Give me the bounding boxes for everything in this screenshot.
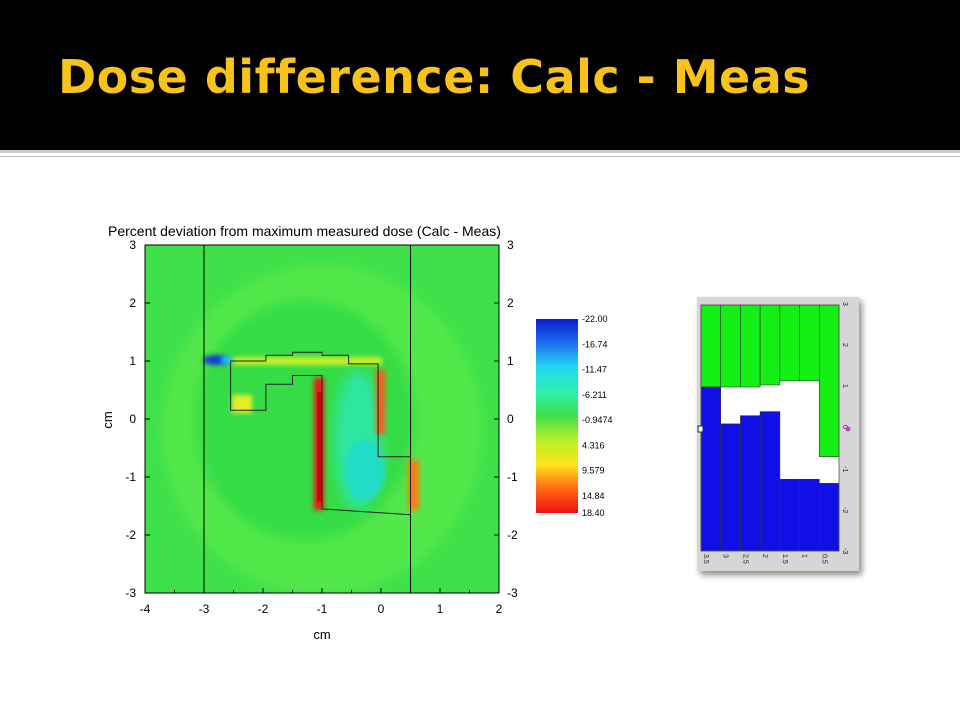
mlc-leaves [700, 304, 840, 552]
y-tick-label: 0 [129, 412, 136, 426]
mlc-right-marker [845, 426, 851, 432]
x-minor-ticks [174, 590, 470, 593]
y-tick-label: -3 [125, 586, 136, 600]
low-region-2 [345, 440, 385, 500]
mlc-x-ticks: 3.5 3 2.5 2 1.5 1 0.5 [702, 554, 827, 564]
right-y-tick-label: -3 [507, 586, 518, 600]
colorbar-label: -22.00 [582, 314, 608, 324]
colorbar-label: 4.316 [582, 440, 605, 450]
x-tick-label: 1 [437, 602, 444, 616]
mlc-lower-leaf [818, 483, 840, 552]
mlc-x-tick-label: 1.5 [781, 554, 788, 564]
slide-title: Dose difference: Calc - Meas [58, 50, 811, 104]
colorbar-labels: -22.00 -16.74 -11.47 -6.211 -0.9474 4.31… [582, 314, 613, 518]
mlc-x-tick-label: 1 [801, 554, 808, 558]
y-axis-ticks: -3 -2 -1 0 1 2 3 [125, 238, 150, 600]
mlc-upper-leaf [740, 304, 761, 388]
mlc-upper-leaf [779, 304, 800, 382]
x-tick-label: 2 [496, 602, 503, 616]
mlc-y-tick-label: 2 [841, 343, 848, 347]
colorbar-label: -0.9474 [582, 415, 613, 425]
mlc-upper-leaf [720, 304, 741, 388]
colorbar-label: 14.84 [582, 491, 605, 501]
x-axis-label: cm [313, 627, 330, 642]
right-y-tick-label: 2 [507, 296, 514, 310]
mlc-outline [230, 351, 411, 516]
y-tick-label: 3 [129, 238, 136, 252]
y-tick-label: 2 [129, 296, 136, 310]
heatmap-title: Percent deviation from maximum measured … [108, 223, 501, 239]
x-axis-ticks: -4 -3 -2 -1 0 1 2 [140, 588, 503, 616]
x-tick-label: -1 [317, 602, 328, 616]
right-y-tick-label: 3 [507, 238, 514, 252]
y-tick-label: 1 [129, 354, 136, 368]
mlc-left-marker [697, 425, 704, 433]
mlc-lower-leaf [720, 423, 741, 552]
mlc-x-tick-label: 3 [722, 554, 729, 558]
mlc-y-tick-label: 0 [841, 425, 848, 429]
mlc-thumbnail-chart: 3.5 3 2.5 2 1.5 1 0.5 -3 -2 -1 0 1 2 3 [697, 302, 851, 564]
mlc-y-tick-label: -3 [841, 548, 848, 554]
right-y-axis-ticks: -3 -2 -1 0 1 2 3 [494, 238, 518, 600]
mlc-x-tick-label: 2 [761, 554, 768, 558]
x-tick-label: -4 [140, 602, 151, 616]
mlc-upper-leaf [759, 304, 781, 386]
field-edges [203, 245, 411, 593]
mlc-x-tick-label: 0.5 [820, 554, 827, 564]
hot-strip-mid [376, 370, 385, 434]
colorbar-label: -16.74 [582, 339, 608, 349]
warm-top-edge [232, 357, 382, 365]
mlc-lower-leaf [779, 478, 800, 552]
y-axis-label: cm [100, 411, 115, 428]
mlc-x-tick-label: 3.5 [702, 554, 709, 564]
mlc-upper-leaf [818, 304, 840, 457]
colorbar-label: 18.40 [582, 508, 605, 518]
colorbar [536, 319, 578, 513]
mlc-lower-leaf [759, 411, 781, 552]
title-divider [0, 150, 960, 153]
mlc-lower-leaf [799, 478, 820, 552]
warm-strip [232, 395, 252, 413]
right-y-tick-label: -1 [507, 470, 518, 484]
right-y-tick-label: 0 [507, 412, 514, 426]
x-tick-label: -3 [199, 602, 210, 616]
title-divider-thin [0, 156, 960, 157]
mlc-y-tick-label: 1 [841, 384, 848, 388]
mlc-thumbnail: 3.5 3 2.5 2 1.5 1 0.5 -3 -2 -1 0 1 2 3 [697, 297, 859, 571]
title-bar: Dose difference: Calc - Meas [0, 0, 960, 150]
x-tick-label: 0 [378, 602, 385, 616]
y-tick-label: -2 [125, 528, 136, 542]
right-y-tick-label: -2 [507, 528, 518, 542]
mlc-upper-leaf [700, 304, 722, 388]
mlc-y-ticks: -3 -2 -1 0 1 2 3 [841, 302, 848, 554]
mlc-y-tick-label: 3 [841, 302, 848, 306]
mlc-lower-leaf [740, 415, 761, 552]
cold-spot-edge [221, 356, 233, 364]
mlc-upper-leaf [799, 304, 820, 382]
colorbar-label: 9.579 [582, 466, 605, 476]
colorbar-label: -6.211 [582, 390, 607, 400]
colorbar-label: -11.47 [582, 365, 607, 375]
hot-strip-right [408, 460, 419, 510]
right-y-tick-label: 1 [507, 354, 514, 368]
x-tick-label: -2 [258, 602, 269, 616]
y-tick-label: -1 [125, 470, 136, 484]
mlc-lower-leaf [700, 386, 722, 552]
mlc-y-tick-label: -1 [841, 466, 848, 472]
hot-strip-left-core [317, 392, 322, 502]
mlc-y-tick-label: -2 [841, 507, 848, 513]
mlc-x-tick-label: 2.5 [741, 554, 748, 564]
